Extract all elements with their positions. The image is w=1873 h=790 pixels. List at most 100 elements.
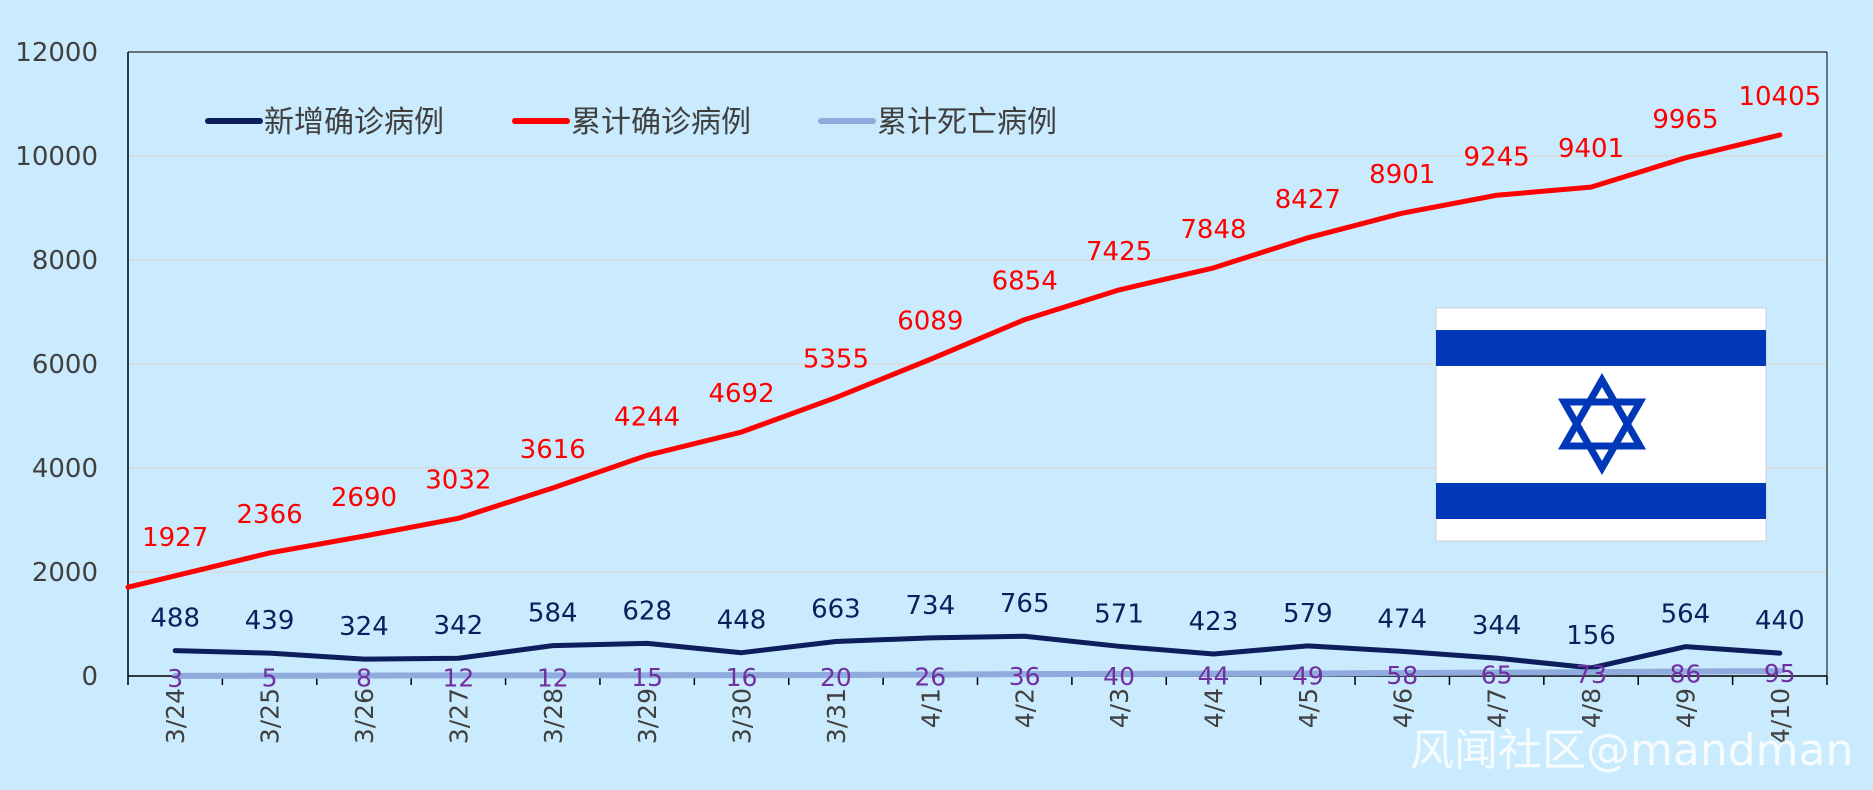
series-total-deaths-line: [172, 668, 1783, 679]
data-label-total-cases: 3616: [520, 435, 586, 465]
data-label-new-cases: 342: [434, 611, 484, 641]
legend-item-total-deaths: 累计死亡病例: [818, 105, 1057, 140]
data-label-total-cases: 8901: [1369, 160, 1435, 190]
data-label-total-deaths: 86: [1670, 660, 1702, 689]
data-label-new-cases: 628: [622, 596, 672, 626]
data-label-new-cases: 584: [528, 599, 578, 629]
x-tick-label: 4/4: [1199, 688, 1228, 728]
data-label-total-deaths: 12: [442, 663, 474, 692]
y-tick-label: 0: [81, 662, 98, 692]
data-label-total-cases: 1927: [142, 523, 208, 553]
data-label-total-deaths: 58: [1386, 661, 1418, 690]
data-label-new-cases: 488: [150, 604, 200, 634]
x-tick-label: 3/31: [822, 688, 851, 744]
data-label-total-cases: 8427: [1275, 185, 1341, 215]
data-label-total-cases: 7425: [1086, 237, 1152, 267]
x-tick-label: 3/25: [256, 688, 285, 744]
data-label-total-deaths: 3: [167, 664, 183, 693]
israel-flag-icon: [1435, 307, 1767, 542]
data-label-total-deaths: 5: [262, 664, 278, 693]
data-label-total-deaths: 73: [1575, 660, 1607, 689]
data-label-new-cases: 571: [1094, 599, 1144, 629]
y-tick-label: 10000: [15, 142, 98, 172]
x-tick-label: 3/28: [539, 688, 568, 744]
data-label-new-cases: 663: [811, 595, 861, 625]
data-label-total-cases: 6089: [897, 306, 963, 336]
data-label-total-cases: 9245: [1464, 142, 1530, 172]
x-tick-label: 3/30: [728, 688, 757, 744]
data-label-total-deaths: 65: [1481, 661, 1513, 690]
series-lines: [125, 132, 1783, 679]
series-total-cases-line: [125, 132, 1783, 590]
x-tick-label: 3/26: [350, 688, 379, 744]
y-tick-label: 4000: [32, 454, 98, 484]
star-of-david-icon: [1557, 372, 1647, 476]
data-label-total-deaths: 40: [1103, 662, 1135, 691]
legend-label-total-deaths: 累计死亡病例: [877, 105, 1057, 140]
legend-label-new-cases: 新增确诊病例: [264, 105, 444, 140]
data-label-new-cases: 474: [1377, 604, 1427, 634]
data-label-new-cases: 423: [1189, 607, 1239, 637]
data-label-total-cases: 5355: [803, 345, 869, 375]
data-label-new-cases: 448: [717, 606, 767, 636]
data-labels: 1927236626903032361642444692535560896854…: [142, 82, 1821, 693]
data-label-total-cases: 4692: [708, 379, 774, 409]
legend: 新增确诊病例 累计确诊病例 累计死亡病例: [205, 105, 1057, 140]
data-label-new-cases: 440: [1755, 606, 1805, 636]
x-tick-label: 4/7: [1483, 688, 1512, 728]
legend-item-total-cases: 累计确诊病例: [512, 105, 751, 140]
data-label-total-deaths: 12: [537, 663, 569, 692]
x-tick-label: 4/10: [1766, 688, 1795, 744]
data-label-total-deaths: 49: [1292, 661, 1324, 690]
data-label-total-deaths: 36: [1009, 662, 1041, 691]
x-tick-label: 3/24: [161, 688, 190, 744]
x-tick-label: 3/27: [444, 688, 473, 744]
data-label-total-cases: 2690: [331, 483, 397, 513]
x-tick-label: 4/9: [1671, 688, 1700, 728]
data-label-total-deaths: 26: [914, 663, 946, 692]
x-tick-label: 4/6: [1388, 688, 1417, 728]
data-label-new-cases: 344: [1472, 611, 1522, 641]
x-tick-label: 4/2: [1011, 688, 1040, 728]
legend-item-new-cases: 新增确诊病例: [205, 105, 444, 140]
series-new-cases-line: [172, 633, 1783, 671]
y-tick-label: 8000: [32, 246, 98, 276]
data-label-total-deaths: 16: [726, 663, 758, 692]
data-label-total-deaths: 8: [356, 664, 372, 693]
flag-stripe-bottom: [1436, 483, 1766, 519]
data-label-new-cases: 439: [245, 606, 295, 636]
x-axis-ticks: 3/24 3/25 3/26 3/27 3/28 3/29 3/30 3/31 4/1 4/2 4/…: [161, 688, 1795, 744]
data-label-total-deaths: 44: [1198, 662, 1230, 691]
data-label-total-cases: 3032: [425, 465, 491, 495]
data-label-new-cases: 765: [1000, 589, 1050, 619]
data-label-total-cases: 9965: [1652, 105, 1718, 135]
data-label-total-deaths: 20: [820, 663, 852, 692]
data-label-total-deaths: 15: [631, 663, 663, 692]
flag-stripe-top: [1436, 330, 1766, 366]
x-tick-label: 4/5: [1294, 688, 1323, 728]
data-label-total-cases: 6854: [992, 267, 1058, 297]
data-label-total-cases: 4244: [614, 402, 680, 432]
data-label-total-deaths: 95: [1764, 659, 1796, 688]
data-label-total-cases: 7848: [1180, 215, 1246, 245]
y-tick-label: 6000: [32, 350, 98, 380]
watermark: 风闻社区@mandman: [1410, 725, 1853, 776]
data-label-total-cases: 10405: [1738, 82, 1821, 112]
data-label-new-cases: 564: [1661, 600, 1711, 630]
data-label-new-cases: 734: [905, 591, 955, 621]
x-tick-label: 3/29: [633, 688, 662, 744]
y-axis-ticks: 0 2000 4000 6000 8000 10000 12000: [15, 38, 98, 692]
x-tick-label: 4/8: [1577, 688, 1606, 728]
x-tick-label: 4/1: [916, 688, 945, 728]
data-label-new-cases: 324: [339, 612, 389, 642]
x-tick-label: 4/3: [1105, 688, 1134, 728]
y-tick-label: 12000: [15, 38, 98, 68]
y-tick-label: 2000: [32, 558, 98, 588]
data-label-new-cases: 579: [1283, 599, 1333, 629]
data-label-new-cases: 156: [1566, 621, 1616, 651]
legend-label-total-cases: 累计确诊病例: [571, 105, 751, 140]
data-label-total-cases: 2366: [236, 500, 302, 530]
data-label-total-cases: 9401: [1558, 134, 1624, 164]
